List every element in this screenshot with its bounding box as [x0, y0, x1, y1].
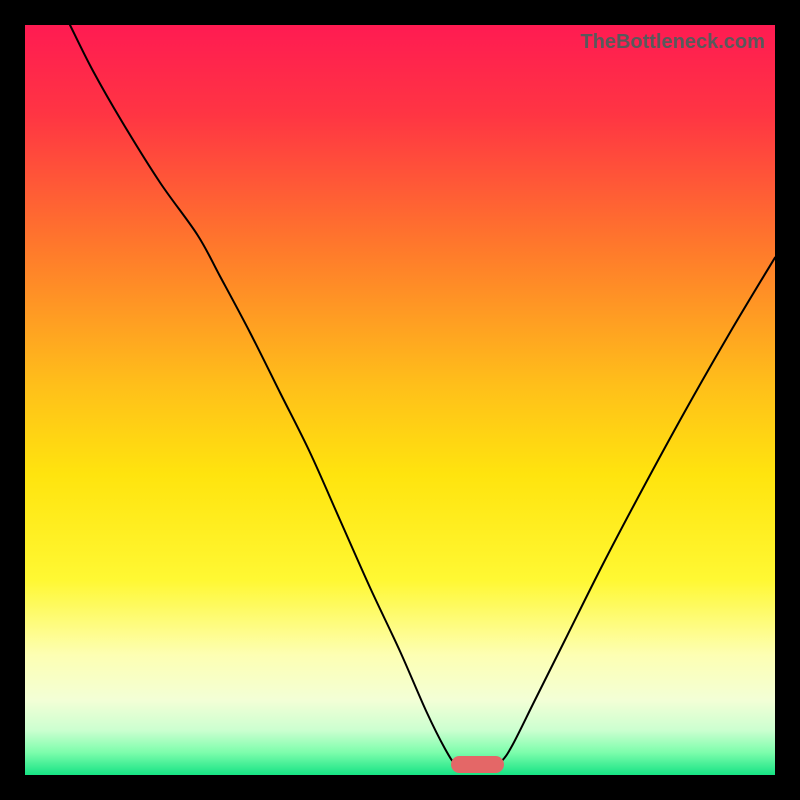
bottleneck-curve	[25, 25, 775, 775]
chart-frame: TheBottleneck.com	[0, 0, 800, 800]
plot-area	[25, 25, 775, 775]
optimal-zone-marker	[451, 756, 504, 773]
watermark-text: TheBottleneck.com	[581, 31, 765, 54]
